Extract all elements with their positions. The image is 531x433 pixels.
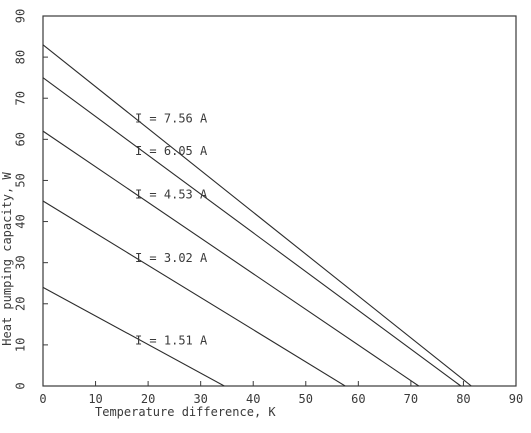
y-tick-label: 60 (14, 132, 28, 146)
x-tick-label: 60 (351, 392, 365, 406)
series-lines (42, 44, 472, 387)
x-tick-label: 20 (141, 392, 155, 406)
x-tick-label: 80 (456, 392, 470, 406)
series-line-1 (42, 44, 472, 387)
y-tick-label: 0 (14, 382, 28, 389)
plot-frame (42, 15, 517, 387)
x-tick-label: 70 (404, 392, 418, 406)
y-tick-label: 70 (14, 91, 28, 105)
x-tick-label: 50 (299, 392, 313, 406)
y-tick-label: 40 (14, 214, 28, 228)
series-line-3 (42, 130, 420, 387)
series-line-2 (42, 77, 462, 387)
series-line-5 (42, 286, 225, 387)
chart-axes (42, 15, 517, 387)
x-tick-label: 40 (246, 392, 260, 406)
x-tick-label: 10 (88, 392, 102, 406)
series-annotation-5: I = 1.51 A (135, 333, 208, 347)
y-tick-label: 80 (14, 50, 28, 64)
y-tick-label: 30 (14, 255, 28, 269)
y-tick-label: 20 (14, 297, 28, 311)
y-ticks: 0 10 20 30 40 50 60 70 80 90 (14, 9, 48, 390)
series-annotation-3: I = 4.53 A (135, 187, 208, 201)
series-annotation-1: I = 7.56 A (135, 111, 208, 125)
series-annotation-4: I = 3.02 A (135, 251, 208, 265)
x-axis-label: Temperature difference, K (95, 405, 276, 419)
x-tick-label: 90 (509, 392, 523, 406)
y-tick-label: 90 (14, 9, 28, 23)
x-ticks: 0 10 20 30 40 50 60 70 80 90 (39, 381, 523, 406)
series-annotation-2: I = 6.05 A (135, 144, 208, 158)
series-line-4 (42, 200, 346, 387)
x-tick-label: 0 (39, 392, 46, 406)
y-tick-label: 50 (14, 173, 28, 187)
series-annotations: I = 7.56 A I = 6.05 A I = 4.53 A I = 3.02 A… (135, 111, 208, 347)
y-tick-label: 10 (14, 338, 28, 352)
x-tick-label: 30 (193, 392, 207, 406)
y-axis-label: Heat pumping capacity, W (0, 172, 14, 346)
